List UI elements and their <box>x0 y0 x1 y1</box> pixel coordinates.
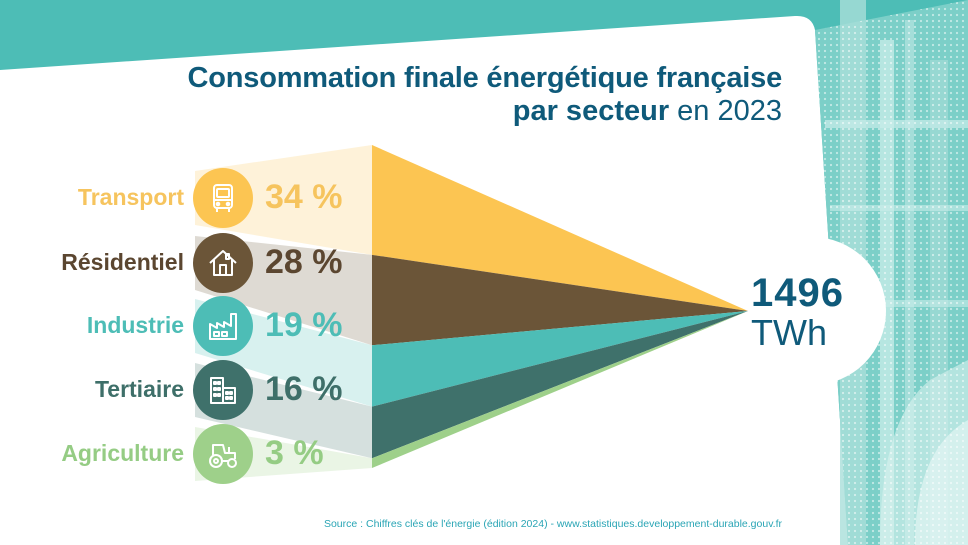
sector-label: Résidentiel <box>61 249 184 275</box>
sector-row-agriculture: Agriculture 3 % <box>0 424 370 484</box>
wedge-transport <box>372 145 748 311</box>
sector-percent: 16 % <box>265 370 343 408</box>
chart-title-light: en 2023 <box>677 95 782 127</box>
bus-icon <box>193 168 253 228</box>
total-value: 1496 TWh <box>751 273 844 351</box>
total-number: 1496 <box>751 271 844 315</box>
sector-row-residentiel: Résidentiel 28 % <box>0 233 370 293</box>
sector-percent: 19 % <box>265 306 343 344</box>
source-note: Source : Chiffres clés de l'énergie (édi… <box>323 518 782 530</box>
house-icon <box>193 233 253 293</box>
sector-label: Tertiaire <box>94 376 184 402</box>
sector-label: Agriculture <box>61 440 184 466</box>
wedge-agriculture <box>372 311 748 468</box>
refinery-photo <box>815 0 968 545</box>
office-building-icon <box>193 360 253 420</box>
sector-label: Industrie <box>86 312 184 338</box>
total-badge <box>738 237 886 385</box>
sector-row-industrie: Industrie 19 % <box>0 296 370 356</box>
chart-title-line1: Consommation finale énergétique français… <box>187 62 783 94</box>
tractor-icon <box>193 424 253 484</box>
sector-row-tertiaire: Tertiaire 16 % <box>0 360 370 420</box>
sector-percent: 3 % <box>265 434 324 472</box>
sector-label: Transport <box>77 184 184 210</box>
total-unit: TWh <box>751 312 827 353</box>
sector-percent: 28 % <box>265 243 343 281</box>
sector-percent: 34 % <box>265 178 343 216</box>
wedge-chart <box>372 145 748 468</box>
sector-row-transport: Transport 34 % <box>0 168 370 228</box>
chart-title-bold: par secteur <box>512 95 670 127</box>
wedge-residentiel <box>372 254 748 346</box>
chart-title-line2: par secteur en 2023 <box>513 95 782 128</box>
factory-icon <box>193 296 253 356</box>
